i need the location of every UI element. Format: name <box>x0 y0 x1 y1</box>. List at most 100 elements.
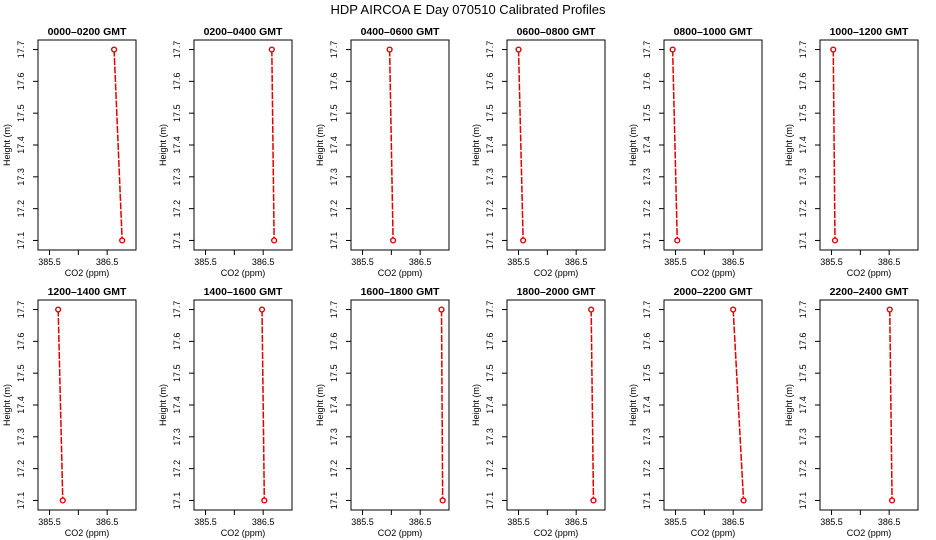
panel-title: 0800–1000 GMT <box>674 26 753 38</box>
profile-line <box>261 309 266 501</box>
x-axis-label: CO2 (ppm) <box>65 528 110 538</box>
data-point <box>730 306 737 313</box>
profile-line <box>671 49 679 241</box>
y-axis-label: Height (m) <box>2 384 12 426</box>
y-tick-label: 17.1 <box>798 232 808 250</box>
y-tick-label: 17.2 <box>172 200 182 218</box>
y-tick-label: 17.1 <box>798 492 808 510</box>
x-tick-label: 385.5 <box>507 517 530 527</box>
y-tick-label: 17.5 <box>485 104 495 122</box>
y-tick-label: 17.4 <box>329 136 339 154</box>
y-tick-label: 17.7 <box>329 41 339 59</box>
y-axis-label: Height (m) <box>315 384 325 426</box>
y-tick-label: 17.7 <box>642 301 652 319</box>
x-tick-label: 385.5 <box>351 257 374 267</box>
y-tick-label: 17.3 <box>329 168 339 186</box>
y-tick-label: 17.6 <box>329 333 339 351</box>
y-tick-label: 17.1 <box>329 232 339 250</box>
panel-title: 0600–0800 GMT <box>517 26 596 38</box>
plot-frame <box>506 39 606 251</box>
y-tick-label: 17.2 <box>485 200 495 218</box>
y-tick-label: 17.7 <box>642 41 652 59</box>
y-tick-label: 17.1 <box>485 232 495 250</box>
x-axis-label: CO2 (ppm) <box>378 528 423 538</box>
data-point <box>389 237 397 244</box>
data-point <box>590 497 597 504</box>
y-tick-label: 17.4 <box>329 396 339 414</box>
y-tick-label: 17.6 <box>16 73 26 91</box>
y-tick-label: 17.3 <box>798 428 808 446</box>
x-tick-label: 386.5 <box>565 257 588 267</box>
y-tick-label: 17.7 <box>172 301 182 319</box>
x-axis-label: CO2 (ppm) <box>534 528 579 538</box>
data-point <box>386 46 393 53</box>
y-tick-label: 17.2 <box>172 460 182 478</box>
y-tick-label: 17.1 <box>642 232 652 250</box>
y-axis-label: Height (m) <box>628 384 638 426</box>
y-axis-label: Height (m) <box>784 384 794 426</box>
y-tick-label: 17.4 <box>642 396 652 414</box>
x-tick-label: 386.5 <box>565 517 588 527</box>
data-point <box>830 46 837 53</box>
plot-frame <box>350 299 450 511</box>
y-tick-label: 17.4 <box>798 136 808 154</box>
y-tick-label: 17.4 <box>798 396 808 414</box>
y-tick-label: 17.4 <box>485 396 495 414</box>
profile-line <box>590 309 595 501</box>
x-axis-label: CO2 (ppm) <box>221 528 266 538</box>
data-point <box>261 497 268 504</box>
y-tick-label: 17.5 <box>485 364 495 382</box>
x-tick-label: 386.5 <box>878 257 901 267</box>
y-tick-label: 17.1 <box>16 232 26 250</box>
y-tick-label: 17.4 <box>642 136 652 154</box>
y-tick-label: 17.3 <box>172 428 182 446</box>
profile-line <box>113 49 123 241</box>
y-tick-label: 17.5 <box>16 104 26 122</box>
y-tick-label: 17.5 <box>642 364 652 382</box>
panel-title: 1000–1200 GMT <box>830 26 909 38</box>
profile-line <box>732 309 745 501</box>
plot-frame <box>193 299 293 511</box>
y-tick-label: 17.4 <box>16 136 26 154</box>
y-tick-label: 17.3 <box>642 168 652 186</box>
y-tick-label: 17.4 <box>172 396 182 414</box>
y-tick-label: 17.2 <box>798 460 808 478</box>
y-tick-label: 17.1 <box>485 492 495 510</box>
data-point <box>740 497 747 504</box>
panel-title: 0000–0200 GMT <box>48 26 127 38</box>
y-tick-label: 17.5 <box>329 104 339 122</box>
y-tick-label: 17.3 <box>485 168 495 186</box>
y-tick-label: 17.5 <box>798 364 808 382</box>
y-tick-label: 17.4 <box>485 136 495 154</box>
plot-frame <box>506 299 606 511</box>
x-axis-label: CO2 (ppm) <box>65 268 110 278</box>
profile-line <box>440 309 444 501</box>
profile-line <box>832 49 836 241</box>
y-tick-label: 17.6 <box>16 333 26 351</box>
profile-line <box>57 309 64 501</box>
x-tick-label: 385.5 <box>351 517 374 527</box>
y-axis-label: Height (m) <box>784 124 794 166</box>
x-tick-label: 385.5 <box>38 517 61 527</box>
y-tick-label: 17.1 <box>642 492 652 510</box>
y-axis-label: Height (m) <box>628 124 638 166</box>
x-tick-label: 385.5 <box>820 257 843 267</box>
x-tick-label: 386.5 <box>252 257 275 267</box>
y-tick-label: 17.6 <box>485 73 495 91</box>
y-axis-label: Height (m) <box>158 124 168 166</box>
x-tick-label: 386.5 <box>96 517 119 527</box>
data-point <box>515 46 522 53</box>
x-tick-label: 386.5 <box>409 257 432 267</box>
y-tick-label: 17.6 <box>485 333 495 351</box>
y-axis-label: Height (m) <box>158 384 168 426</box>
x-tick-label: 385.5 <box>38 257 61 267</box>
y-tick-label: 17.2 <box>329 460 339 478</box>
panel-title: 0200–0400 GMT <box>204 26 283 38</box>
x-tick-label: 386.5 <box>722 257 745 267</box>
profile-line <box>517 49 524 241</box>
x-tick-label: 385.5 <box>820 517 843 527</box>
